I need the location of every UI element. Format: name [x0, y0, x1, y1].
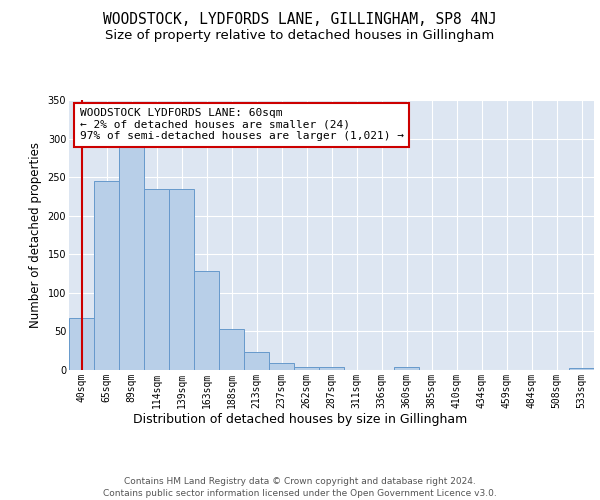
- Bar: [70, 318, 94, 370]
- Bar: [169, 188, 194, 370]
- Text: Size of property relative to detached houses in Gillingham: Size of property relative to detached ho…: [106, 29, 494, 42]
- Text: WOODSTOCK LYDFORDS LANE: 60sqm
← 2% of detached houses are smaller (24)
97% of s: WOODSTOCK LYDFORDS LANE: 60sqm ← 2% of d…: [79, 108, 404, 142]
- Y-axis label: Number of detached properties: Number of detached properties: [29, 142, 42, 328]
- Text: Contains HM Land Registry data © Crown copyright and database right 2024.
Contai: Contains HM Land Registry data © Crown c…: [103, 476, 497, 498]
- Bar: [319, 367, 344, 370]
- Text: Distribution of detached houses by size in Gillingham: Distribution of detached houses by size …: [133, 412, 467, 426]
- Bar: [145, 188, 169, 370]
- Text: WOODSTOCK, LYDFORDS LANE, GILLINGHAM, SP8 4NJ: WOODSTOCK, LYDFORDS LANE, GILLINGHAM, SP…: [103, 12, 497, 28]
- Bar: [269, 363, 293, 370]
- Bar: [244, 352, 269, 370]
- Bar: [119, 146, 143, 370]
- Bar: [194, 272, 218, 370]
- Bar: [295, 367, 319, 370]
- Bar: [394, 367, 419, 370]
- Bar: [569, 368, 593, 370]
- Bar: [94, 181, 119, 370]
- Bar: [220, 329, 244, 370]
